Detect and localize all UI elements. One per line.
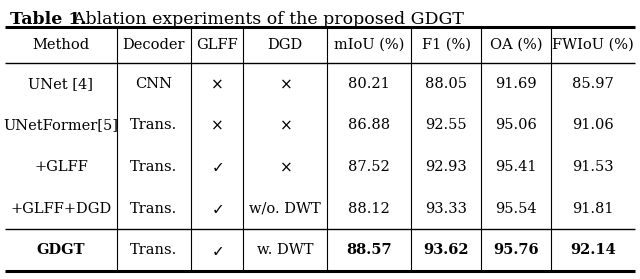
Text: Table 1.: Table 1. xyxy=(10,11,86,28)
Text: 91.81: 91.81 xyxy=(572,202,614,216)
Text: 86.88: 86.88 xyxy=(348,118,390,133)
Text: 92.93: 92.93 xyxy=(425,160,467,174)
Text: $\checkmark$: $\checkmark$ xyxy=(211,201,223,216)
Text: 85.97: 85.97 xyxy=(572,77,614,91)
Text: 88.12: 88.12 xyxy=(348,202,390,216)
Text: 88.05: 88.05 xyxy=(425,77,467,91)
Text: $\times$: $\times$ xyxy=(211,118,223,133)
Text: DGD: DGD xyxy=(268,38,303,52)
Text: 93.62: 93.62 xyxy=(423,243,469,257)
Text: 95.76: 95.76 xyxy=(493,243,539,257)
Text: F1 (%): F1 (%) xyxy=(422,38,470,52)
Text: 95.06: 95.06 xyxy=(495,118,537,133)
Text: OA (%): OA (%) xyxy=(490,38,542,52)
Text: mIoU (%): mIoU (%) xyxy=(334,38,404,52)
Text: 93.33: 93.33 xyxy=(425,202,467,216)
Text: +GLFF: +GLFF xyxy=(34,160,88,174)
Text: Trans.: Trans. xyxy=(130,243,177,257)
Text: Trans.: Trans. xyxy=(130,118,177,133)
Text: 91.53: 91.53 xyxy=(572,160,614,174)
Text: 92.55: 92.55 xyxy=(425,118,467,133)
Text: GLFF: GLFF xyxy=(196,38,237,52)
Text: $\times$: $\times$ xyxy=(278,118,291,133)
Text: Trans.: Trans. xyxy=(130,202,177,216)
Text: $\times$: $\times$ xyxy=(211,76,223,91)
Text: 95.54: 95.54 xyxy=(495,202,537,216)
Text: UNet [4]: UNet [4] xyxy=(29,77,93,91)
Text: FWIoU (%): FWIoU (%) xyxy=(552,38,634,52)
Text: GDGT: GDGT xyxy=(36,243,85,257)
Text: $\times$: $\times$ xyxy=(278,160,291,174)
Text: 88.57: 88.57 xyxy=(346,243,392,257)
Text: Trans.: Trans. xyxy=(130,160,177,174)
Text: 80.21: 80.21 xyxy=(348,77,390,91)
Text: $\checkmark$: $\checkmark$ xyxy=(211,160,223,174)
Text: 87.52: 87.52 xyxy=(348,160,390,174)
Text: $\checkmark$: $\checkmark$ xyxy=(211,243,223,258)
Text: 92.14: 92.14 xyxy=(570,243,616,257)
Text: $\times$: $\times$ xyxy=(278,76,291,91)
Text: Method: Method xyxy=(33,38,90,52)
Text: UNetFormer[5]: UNetFormer[5] xyxy=(3,118,118,133)
Text: +GLFF+DGD: +GLFF+DGD xyxy=(10,202,111,216)
Text: 95.41: 95.41 xyxy=(495,160,537,174)
Text: Ablation experiments of the proposed GDGT: Ablation experiments of the proposed GDG… xyxy=(62,11,464,28)
Text: Decoder: Decoder xyxy=(122,38,185,52)
Text: 91.69: 91.69 xyxy=(495,77,537,91)
Text: CNN: CNN xyxy=(135,77,172,91)
Text: w/o. DWT: w/o. DWT xyxy=(249,202,321,216)
Text: 91.06: 91.06 xyxy=(572,118,614,133)
Text: w. DWT: w. DWT xyxy=(257,243,313,257)
